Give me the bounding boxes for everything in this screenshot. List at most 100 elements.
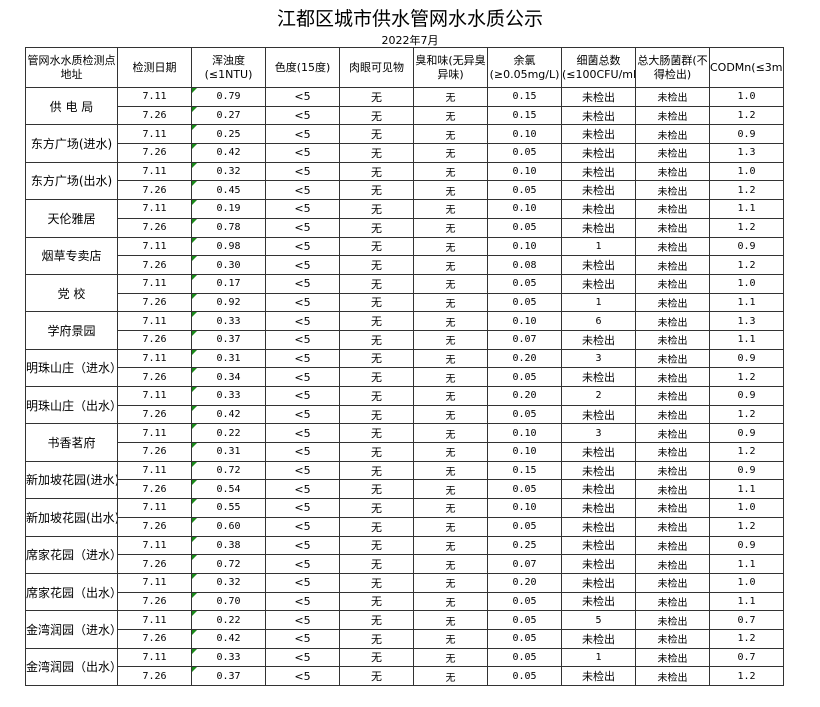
cell-date: 7.26 [117,143,192,163]
cell-bacteria: 3 [561,423,636,444]
cell-visible-matter: 无 [339,87,414,107]
cell-visible-matter: 无 [339,535,414,556]
table-row: 7.26 0.37 <5 无无 0.05 未检出 未检出 1.2 [26,666,784,686]
cell-coliform: 未检出 [635,404,710,425]
cell-turbidity: 0.92 [191,292,266,313]
cell-odor: 无 [413,572,488,593]
cell-codmn: 1.3 [709,311,784,331]
cell-color: <5 [265,535,340,556]
cell-chlorine: 0.10 [487,311,562,331]
cell-date: 7.11 [117,498,192,518]
cell-chlorine: 0.10 [487,124,562,145]
cell-chlorine: 0.05 [487,367,562,387]
cell-color: <5 [265,386,340,406]
cell-turbidity: 0.27 [191,105,266,126]
cell-odor: 无 [413,292,488,313]
cell-turbidity: 0.32 [191,572,266,593]
cell-date: 7.11 [117,124,192,145]
cell-color: <5 [265,367,340,387]
cell-odor: 无 [413,273,488,294]
table-row: 金湾润园（出水） 7.11 0.33 <5 无无 0.05 1 未检出 0.7 [25,647,784,687]
cell-bacteria: 未检出 [561,666,636,686]
cell-bacteria: 未检出 [561,554,636,574]
cell-date: 7.11 [117,348,192,369]
cell-date: 7.11 [117,423,192,444]
cell-codmn: 0.9 [709,386,784,406]
cell-turbidity: 0.32 [191,161,266,182]
cell-bacteria: 未检出 [561,161,636,182]
cell-visible-matter: 无 [339,124,414,145]
cell-visible-matter: 无 [339,554,414,574]
cell-bacteria: 5 [561,610,636,630]
table-row: 席家花园（进水） 7.11 0.38 <5 无无 0.25 未检出 未检出 0.9 [25,535,784,574]
cell-date: 7.26 [117,628,192,649]
cell-color: <5 [265,199,340,219]
cell-visible-matter: 无 [339,292,414,313]
cell-visible-matter: 无 [339,572,414,593]
cell-bacteria: 未检出 [561,516,636,537]
cell-visible-matter: 无 [339,105,414,126]
cell-bacteria: 未检出 [561,572,636,593]
cell-date: 7.11 [117,610,192,630]
table-row: 新加坡花园(进水) 7.11 0.72 <5 无无 0.15 未检出 未检出 0.9 [25,460,784,500]
table-row: 7.26 0.42 <5 无无 0.05 未检出 未检出 1.2 [26,628,784,649]
cell-turbidity: 0.37 [191,666,266,686]
header-row: 管网水水质检测点地址 检测日期 浑浊度(≤1NTU) 色度(15度) 肉眼可见物 臭和味(… [25,47,784,88]
cell-date: 7.11 [117,273,192,294]
cell-odor: 无 [413,535,488,556]
cell-bacteria: 未检出 [561,255,636,275]
cell-codmn: 1.2 [709,516,784,537]
cell-odor: 无 [413,554,488,574]
cell-visible-matter: 无 [339,161,414,182]
table-row: 7.26 0.37 <5 无无 0.07 未检出 未检出 1.1 [26,329,784,350]
cell-codmn: 1.2 [709,666,784,686]
cell-visible-matter: 无 [339,404,414,425]
cell-turbidity: 0.55 [191,498,266,518]
site-name: 金湾润园（出水） [25,647,118,687]
cell-chlorine: 0.05 [487,479,562,500]
cell-codmn: 0.7 [709,647,784,668]
cell-coliform: 未检出 [635,516,710,537]
cell-bacteria: 未检出 [561,87,636,107]
cell-bacteria: 未检出 [561,628,636,649]
cell-turbidity: 0.22 [191,423,266,444]
cell-color: <5 [265,404,340,425]
header-color: 色度(15度) [265,47,340,88]
site-name: 新加坡花园(出水) [25,498,118,537]
cell-coliform: 未检出 [635,255,710,275]
cell-turbidity: 0.37 [191,329,266,350]
table-row: 明珠山庄（进水） 7.11 0.31 <5 无无 0.20 3 未检出 0.9 [25,348,784,388]
cell-color: <5 [265,479,340,500]
site-name: 学府景园 [25,311,118,350]
table-row: 7.26 0.72 <5 无无 0.07 未检出 未检出 1.1 [26,554,784,574]
site-name: 供 电 局 [25,86,118,126]
table-row: 书香茗府 7.11 0.22 <5 无无 0.10 3 未检出 0.9 [25,423,784,462]
report-month: 2022年7月 [381,34,439,47]
site-name: 东方广场(出水) [25,161,118,201]
table-row: 东方广场(进水) 7.11 0.25 <5 无无 0.10 未检出 未检出 0.9 [25,124,784,163]
cell-date: 7.26 [117,255,192,275]
cell-codmn: 1.2 [709,367,784,387]
cell-date: 7.26 [117,404,192,425]
cell-turbidity: 0.34 [191,367,266,387]
cell-coliform: 未检出 [635,311,710,331]
cell-chlorine: 0.25 [487,535,562,556]
cell-coliform: 未检出 [635,161,710,182]
cell-turbidity: 0.42 [191,628,266,649]
cell-chlorine: 0.20 [487,348,562,369]
cell-chlorine: 0.05 [487,404,562,425]
cell-turbidity: 0.98 [191,236,266,257]
cell-chlorine: 0.05 [487,666,562,686]
cell-color: <5 [265,554,340,574]
cell-date: 7.26 [117,105,192,126]
cell-chlorine: 0.15 [487,105,562,126]
header-bacteria: 细菌总数(≤100CFU/mL) [561,47,636,88]
cell-codmn: 1.1 [709,554,784,574]
cell-turbidity: 0.33 [191,386,266,406]
cell-bacteria: 未检出 [561,404,636,425]
cell-coliform: 未检出 [635,610,710,630]
cell-visible-matter: 无 [339,479,414,500]
cell-odor: 无 [413,442,488,462]
cell-color: <5 [265,236,340,257]
cell-codmn: 1.1 [709,479,784,500]
